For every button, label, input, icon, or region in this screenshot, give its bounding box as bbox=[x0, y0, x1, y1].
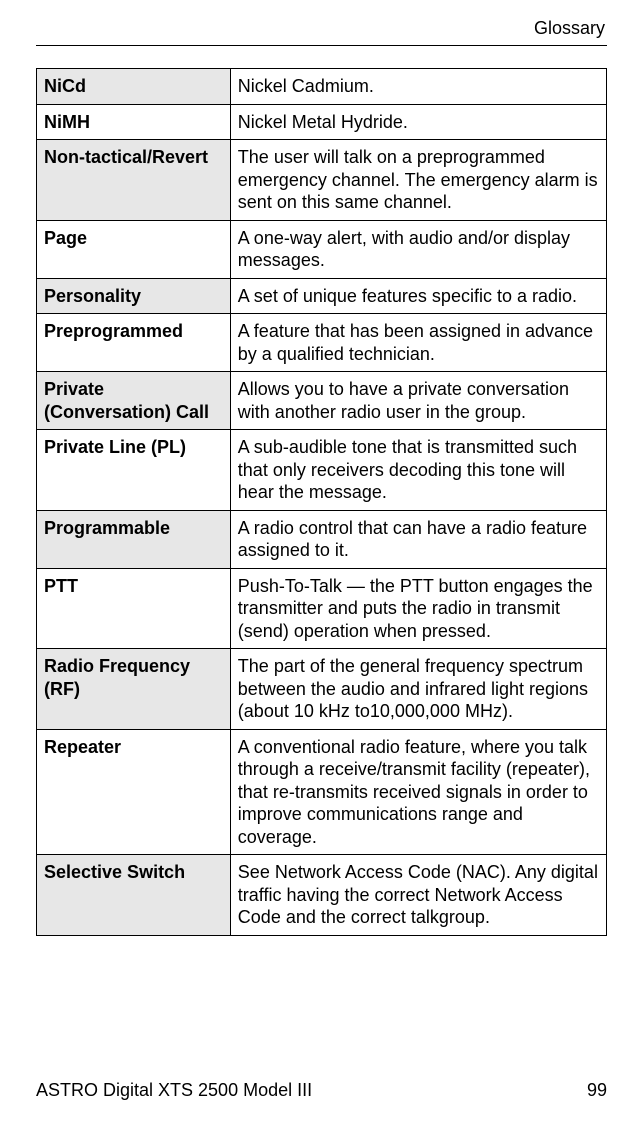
term-cell: Selective Switch bbox=[37, 855, 231, 936]
definition-cell: A radio control that can have a radio fe… bbox=[230, 510, 606, 568]
header-rule bbox=[36, 45, 607, 46]
table-row: Page A one-way alert, with audio and/or … bbox=[37, 220, 607, 278]
table-row: Private (Conversation) Call Allows you t… bbox=[37, 372, 607, 430]
definition-cell: Allows you to have a private conversatio… bbox=[230, 372, 606, 430]
definition-cell: Nickel Cadmium. bbox=[230, 69, 606, 105]
definition-cell: Nickel Metal Hydride. bbox=[230, 104, 606, 140]
table-row: Non-tactical/Revert The user will talk o… bbox=[37, 140, 607, 221]
table-row: Programmable A radio control that can ha… bbox=[37, 510, 607, 568]
term-cell: Radio Frequency (RF) bbox=[37, 649, 231, 730]
table-row: Personality A set of unique features spe… bbox=[37, 278, 607, 314]
definition-cell: A one-way alert, with audio and/or displ… bbox=[230, 220, 606, 278]
table-row: Selective Switch See Network Access Code… bbox=[37, 855, 607, 936]
table-row: NiMH Nickel Metal Hydride. bbox=[37, 104, 607, 140]
term-cell: Repeater bbox=[37, 729, 231, 855]
term-cell: Programmable bbox=[37, 510, 231, 568]
definition-cell: See Network Access Code (NAC). Any digit… bbox=[230, 855, 606, 936]
table-row: PTT Push-To-Talk — the PTT button engage… bbox=[37, 568, 607, 649]
term-cell: NiCd bbox=[37, 69, 231, 105]
definition-cell: The part of the general frequency spectr… bbox=[230, 649, 606, 730]
term-cell: PTT bbox=[37, 568, 231, 649]
term-cell: Page bbox=[37, 220, 231, 278]
header-section-label: Glossary bbox=[36, 18, 607, 39]
page-footer: ASTRO Digital XTS 2500 Model III 99 bbox=[36, 1080, 607, 1101]
table-row: Repeater A conventional radio feature, w… bbox=[37, 729, 607, 855]
definition-cell: The user will talk on a preprogrammed em… bbox=[230, 140, 606, 221]
definition-cell: A set of unique features specific to a r… bbox=[230, 278, 606, 314]
glossary-table: NiCd Nickel Cadmium. NiMH Nickel Metal H… bbox=[36, 68, 607, 936]
table-row: Private Line (PL) A sub-audible tone tha… bbox=[37, 430, 607, 511]
page: Glossary NiCd Nickel Cadmium. NiMH Nicke… bbox=[0, 0, 643, 1129]
definition-cell: A feature that has been assigned in adva… bbox=[230, 314, 606, 372]
definition-cell: Push-To-Talk — the PTT button engages th… bbox=[230, 568, 606, 649]
footer-doc-title: ASTRO Digital XTS 2500 Model III bbox=[36, 1080, 312, 1101]
term-cell: Private Line (PL) bbox=[37, 430, 231, 511]
table-row: Radio Frequency (RF) The part of the gen… bbox=[37, 649, 607, 730]
footer-page-number: 99 bbox=[587, 1080, 607, 1101]
definition-cell: A conventional radio feature, where you … bbox=[230, 729, 606, 855]
definition-cell: A sub-audible tone that is transmitted s… bbox=[230, 430, 606, 511]
table-row: Preprogrammed A feature that has been as… bbox=[37, 314, 607, 372]
term-cell: Preprogrammed bbox=[37, 314, 231, 372]
term-cell: Personality bbox=[37, 278, 231, 314]
term-cell: Private (Conversation) Call bbox=[37, 372, 231, 430]
term-cell: Non-tactical/Revert bbox=[37, 140, 231, 221]
term-cell: NiMH bbox=[37, 104, 231, 140]
table-row: NiCd Nickel Cadmium. bbox=[37, 69, 607, 105]
